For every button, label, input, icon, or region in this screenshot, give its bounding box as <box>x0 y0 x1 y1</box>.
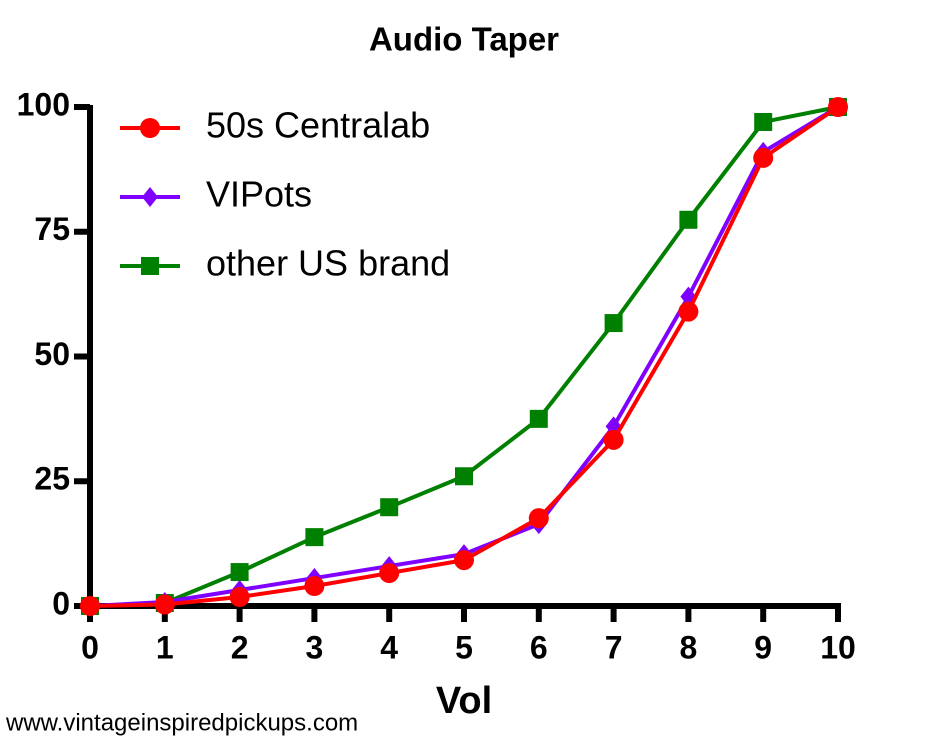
point <box>154 594 175 615</box>
point <box>528 508 549 529</box>
y-tick-label: 75 <box>34 211 70 247</box>
x-tick-label: 0 <box>81 629 99 665</box>
y-tick-label: 0 <box>52 585 70 621</box>
point <box>379 563 400 584</box>
point <box>455 467 473 486</box>
series-line <box>89 105 839 608</box>
point <box>754 112 773 131</box>
series-line <box>89 105 840 608</box>
point <box>454 550 474 571</box>
x-tick-label: 10 <box>820 629 856 665</box>
y-tick-label: 50 <box>34 336 70 372</box>
x-tick-label: 7 <box>605 629 623 665</box>
legend-label: VIPots <box>206 174 312 215</box>
y-tick-label: 100 <box>17 86 70 122</box>
chart-title: Audio Taper <box>369 21 559 58</box>
point <box>305 528 324 547</box>
point <box>230 563 249 582</box>
y-tick-label: 25 <box>34 461 70 497</box>
x-tick-label: 4 <box>380 629 398 665</box>
point <box>678 301 699 322</box>
point <box>679 210 698 229</box>
legend-marker <box>142 187 158 207</box>
point <box>380 498 399 517</box>
x-tick-label: 2 <box>231 629 249 665</box>
x-tick-label: 5 <box>455 629 473 665</box>
legend-marker <box>141 257 159 275</box>
x-tick-label: 3 <box>306 629 324 665</box>
x-tick-label: 6 <box>530 629 548 665</box>
series-line <box>89 105 840 608</box>
point <box>529 409 548 428</box>
point <box>828 97 848 117</box>
legend-marker <box>140 118 160 138</box>
x-tick-label: 1 <box>156 629 174 665</box>
x-axis-label: Vol <box>436 680 492 722</box>
point <box>304 576 325 597</box>
point <box>603 429 624 450</box>
watermark: www.vintageinspiredpickups.com <box>5 709 358 736</box>
point <box>604 314 623 333</box>
legend-label: 50s Centralab <box>206 105 430 146</box>
x-tick-label: 8 <box>680 629 698 665</box>
point <box>229 587 250 608</box>
x-tick-label: 9 <box>754 629 772 665</box>
legend-label: other US brand <box>206 243 450 284</box>
point <box>753 147 774 168</box>
point <box>80 596 100 616</box>
